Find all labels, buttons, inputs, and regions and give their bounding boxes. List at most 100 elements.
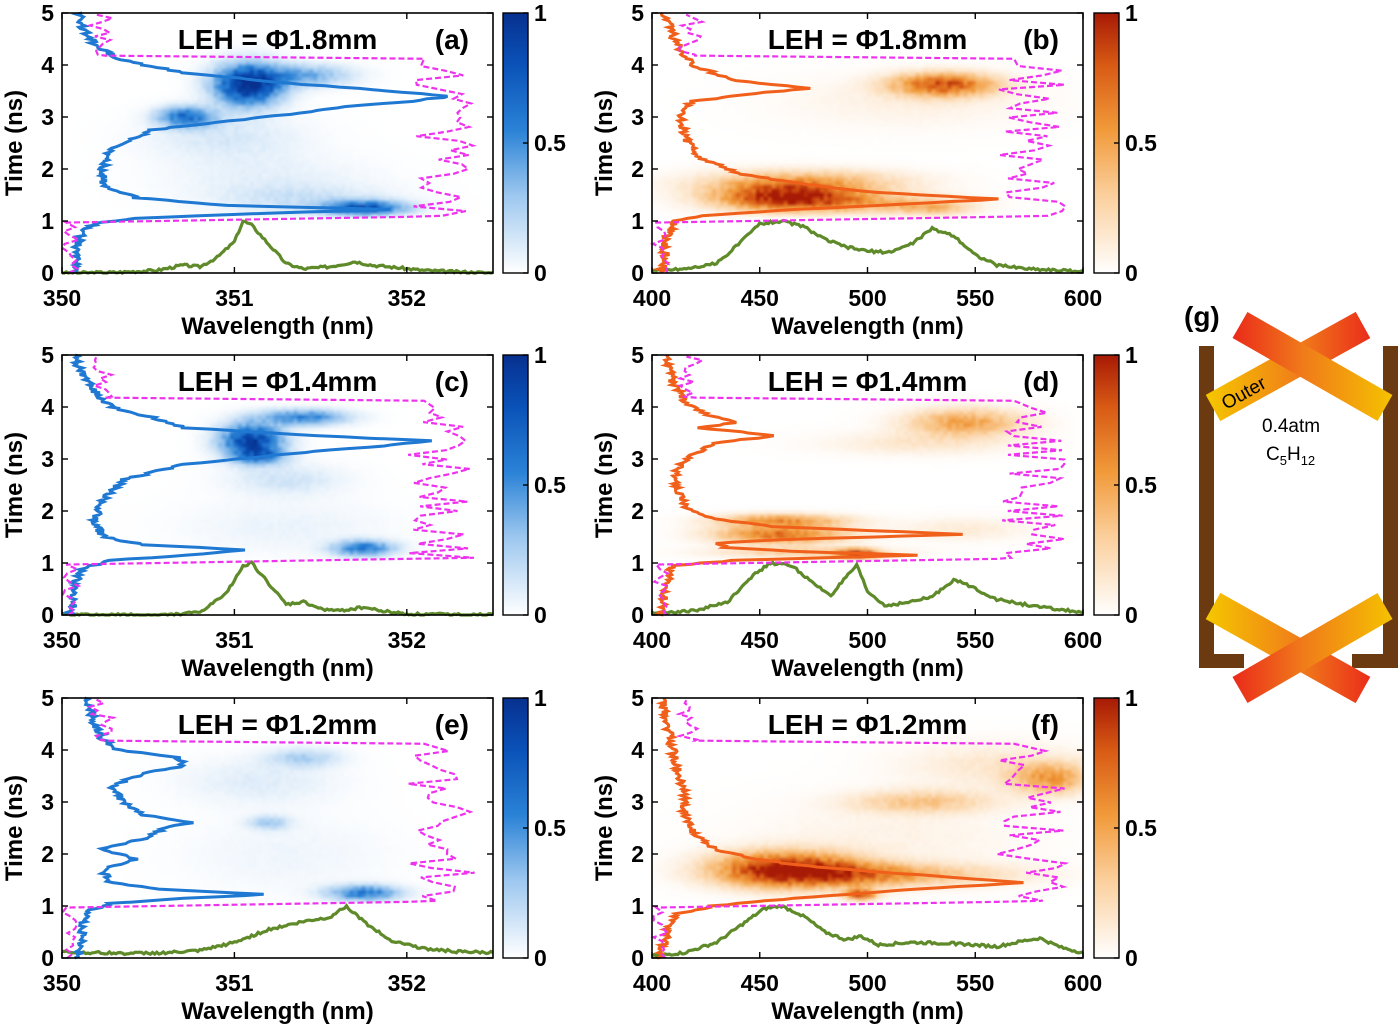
chart-panel-b: 0 1 2 3 4 5 400 450 500 550 600 Wavelength (nm) Time… <box>591 0 1157 340</box>
y-tick-label: 3 <box>41 104 54 130</box>
x-tick-label: 400 <box>633 970 671 996</box>
gas-formula-label: C5H12 <box>1266 444 1315 468</box>
spectrum-line-b <box>651 218 1084 275</box>
y-tick-label: 0 <box>41 260 54 286</box>
hohlraum-wall-left <box>1199 346 1214 668</box>
x-axis-label: Wavelength (nm) <box>771 313 963 340</box>
time-profile-line-c <box>61 353 432 616</box>
colorbar-c: 00.51 <box>502 342 566 628</box>
panel-title: LEH = Φ1.8mm <box>768 24 968 55</box>
colorbar-tick-label: 0.5 <box>534 472 566 498</box>
chart-panel-f: 0 1 2 3 4 5 400 450 500 550 600 Wavelength (nm) Time… <box>591 685 1157 1025</box>
y-tick-label: 3 <box>631 446 644 472</box>
x-tick-label: 351 <box>215 285 254 311</box>
pulse-envelope-dashed-b <box>650 13 1067 274</box>
heatmap-image-e <box>62 698 493 958</box>
colorbar-d: 00.51 <box>1093 342 1157 628</box>
y-tick-label: 2 <box>41 156 54 182</box>
panel-title: LEH = Φ1.2mm <box>768 709 968 740</box>
y-tick-label: 2 <box>41 841 54 867</box>
y-tick-label: 1 <box>41 893 54 919</box>
y-tick-label: 3 <box>631 789 644 815</box>
panel-label: (e) <box>435 709 469 740</box>
y-tick-label: 0 <box>41 945 54 971</box>
pulse-envelope-dashed-f <box>650 699 1070 959</box>
colorbar-tick-label: 0.5 <box>1125 130 1157 156</box>
y-axis-label: Time (ns) <box>1 90 28 196</box>
hohlraum-schematic: (g) Outer 0.4atm C5H12 <box>1184 301 1398 704</box>
x-axis-label: Wavelength (nm) <box>771 655 963 682</box>
plot-frame-e <box>61 697 494 959</box>
spectrum-line-d <box>651 560 1084 616</box>
gas-pressure-label: 0.4atm <box>1262 416 1320 437</box>
y-tick-label: 4 <box>41 737 54 763</box>
y-tick-label: 4 <box>41 394 54 420</box>
x-tick-label: 600 <box>1064 285 1102 311</box>
chart-panel-c: 0 1 2 3 4 5 350 351 352 Wavelength (nm) Time (ns) L… <box>1 342 566 682</box>
colorbar-tick-label: 0 <box>534 602 547 628</box>
colorbar-tick-label: 0 <box>1125 260 1138 286</box>
x-tick-label: 550 <box>956 627 994 653</box>
spectrum-line-e <box>61 903 494 957</box>
panel-label: (c) <box>435 366 469 397</box>
panel-title: LEH = Φ1.8mm <box>178 24 378 55</box>
y-tick-label: 5 <box>41 0 54 26</box>
y-tick-label: 0 <box>631 260 644 286</box>
chart-panel-d: 0 1 2 3 4 5 400 450 500 550 600 Wavelength (nm) Time… <box>591 342 1157 682</box>
x-tick-label: 350 <box>43 285 81 311</box>
hohlraum-lip-left <box>1199 654 1244 668</box>
spectrum-line-f <box>651 903 1084 958</box>
x-axis-label: Wavelength (nm) <box>181 655 373 682</box>
time-profile-line-b <box>652 12 999 274</box>
colorbar-f: 00.51 <box>1093 685 1157 971</box>
time-profile-line-d <box>655 354 963 617</box>
colorbar-e: 00.51 <box>502 685 566 971</box>
colorbar-tick-label: 1 <box>534 685 547 711</box>
x-tick-label: 450 <box>741 970 779 996</box>
y-tick-label: 0 <box>631 602 644 628</box>
y-tick-label: 2 <box>631 498 644 524</box>
colorbar-a: 00.51 <box>502 0 566 286</box>
x-tick-label: 600 <box>1064 970 1102 996</box>
x-tick-label: 500 <box>848 970 886 996</box>
x-tick-label: 550 <box>956 970 994 996</box>
x-tick-label: 350 <box>43 627 81 653</box>
plot-frame-a <box>61 12 494 274</box>
colorbar-tick-label: 1 <box>1125 342 1138 368</box>
colorbar-tick-label: 0.5 <box>1125 815 1157 841</box>
time-profile-line-f <box>653 697 1024 960</box>
panel-label-g: (g) <box>1184 301 1220 332</box>
colorbar-tick-label: 0.5 <box>534 130 566 156</box>
x-tick-label: 450 <box>741 627 779 653</box>
x-tick-label: 500 <box>848 627 886 653</box>
panel-label: (b) <box>1023 24 1059 55</box>
x-axis-label: Wavelength (nm) <box>181 998 373 1025</box>
colorbar-tick-label: 0 <box>1125 945 1138 971</box>
y-tick-label: 1 <box>41 208 54 234</box>
y-tick-label: 4 <box>631 394 644 420</box>
x-tick-label: 450 <box>741 285 779 311</box>
x-tick-label: 550 <box>956 285 994 311</box>
x-tick-label: 600 <box>1064 627 1102 653</box>
x-tick-label: 351 <box>215 627 254 653</box>
pulse-envelope-dashed-c <box>61 356 474 616</box>
y-axis-label: Time (ns) <box>1 775 28 881</box>
pulse-envelope-dashed-e <box>60 698 475 959</box>
y-tick-label: 1 <box>631 893 644 919</box>
y-axis-label: Time (ns) <box>1 432 28 538</box>
x-tick-label: 352 <box>388 627 426 653</box>
colorbar-tick-label: 1 <box>1125 0 1138 26</box>
x-tick-label: 500 <box>848 285 886 311</box>
x-tick-label: 352 <box>388 970 426 996</box>
pulse-envelope-dashed-d <box>652 355 1066 616</box>
pulse-envelope-dashed-a <box>60 13 477 274</box>
plot-frame-c <box>61 354 494 616</box>
y-tick-label: 4 <box>41 52 54 78</box>
colorbar-tick-label: 1 <box>534 0 547 26</box>
y-axis-label: Time (ns) <box>591 775 618 881</box>
colorbar-tick-label: 0 <box>1125 602 1138 628</box>
y-tick-label: 5 <box>631 685 644 711</box>
x-tick-label: 400 <box>633 627 671 653</box>
colorbar-tick-label: 0.5 <box>1125 472 1157 498</box>
